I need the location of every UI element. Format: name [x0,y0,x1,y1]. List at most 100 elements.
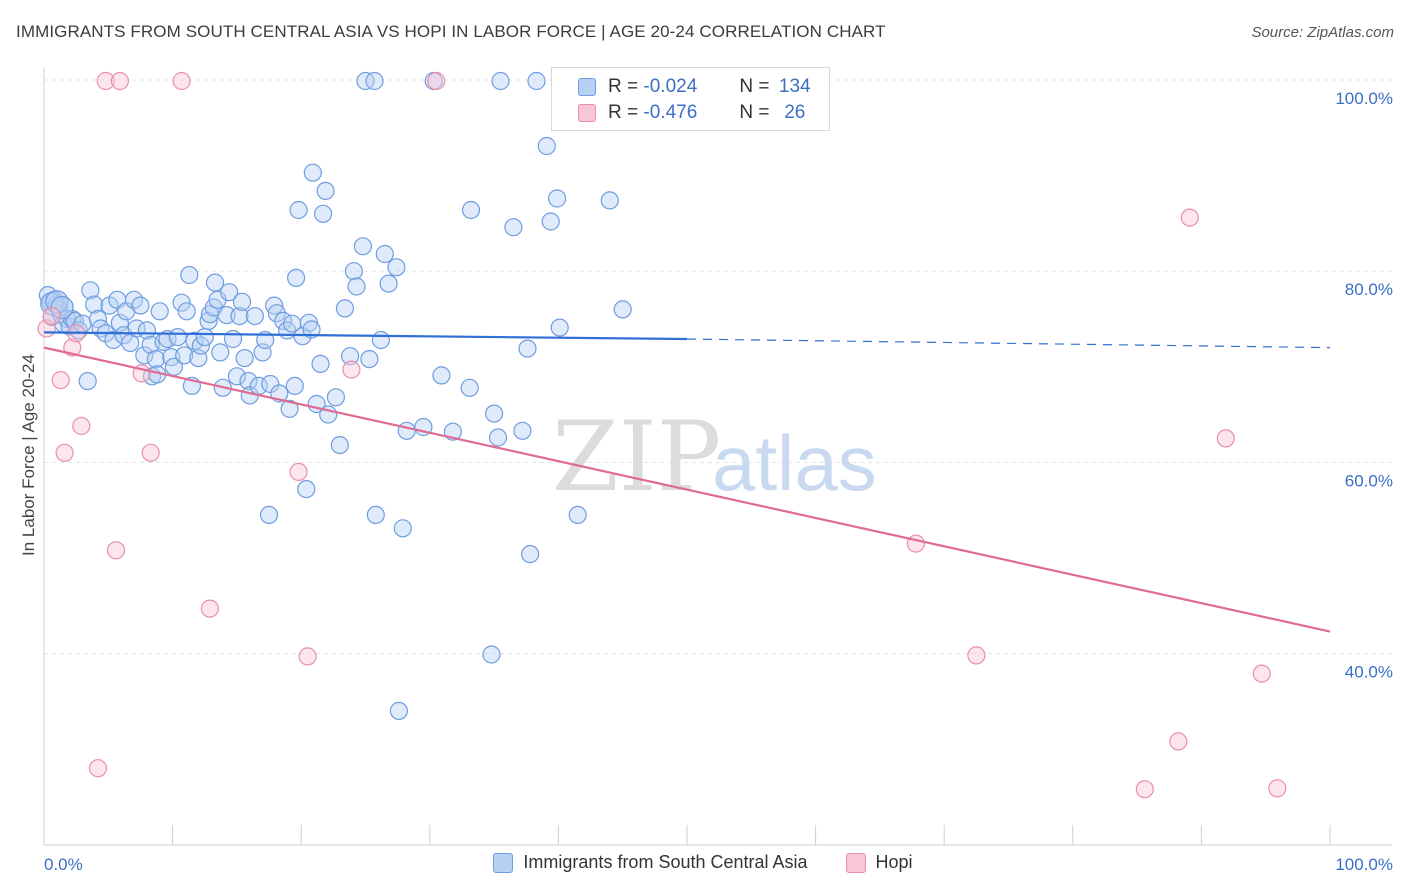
data-point [230,307,249,326]
data-point [316,181,335,200]
data-point [461,200,481,220]
chart-title: IMMIGRANTS FROM SOUTH CENTRAL ASIA VS HO… [16,22,886,41]
legend-swatch-pink [845,852,866,873]
data-point [285,376,304,395]
data-point [427,71,446,91]
y-axis-title: In Labor Force | Age 20-24 [19,354,38,556]
data-point [81,281,100,300]
r-label: R = [608,102,639,123]
data-point [387,258,406,277]
trend-line-south-central-asia [43,331,688,341]
watermark: ZIP atlas [552,401,877,513]
data-point [432,366,451,385]
data-point [520,544,540,564]
data-point [172,71,191,91]
r-value: -0.024 [643,76,698,97]
data-point [220,283,239,302]
data-point [235,349,254,368]
data-point [88,759,108,778]
data-point [280,399,299,418]
data-point [397,421,416,440]
data-point [232,292,252,311]
data-point [344,262,363,281]
data-point [172,293,191,312]
data-point [326,388,345,407]
data-point [1252,664,1271,683]
swatch-pink [578,104,596,122]
data-point [518,339,537,358]
data-point [259,505,279,525]
series-south-central-asia [38,71,632,721]
series-hopi [37,71,1287,799]
data-point [137,321,156,340]
legend-label: Hopi [875,852,913,872]
source-label: Source: ZipAtlas.com [1251,24,1394,41]
data-point [513,421,532,440]
legend-swatch-blue [493,852,514,873]
data-point [195,328,214,347]
data-point [488,428,508,447]
data-point [600,191,619,210]
y-tick-label: 80.0% [1345,280,1393,299]
y-tick-label: 100.0% [1335,89,1393,108]
x-tick-labels: 0.0% 100.0% [44,855,1393,874]
data-point [289,200,308,220]
data-point [314,204,333,223]
data-point [342,360,361,379]
data-point [1169,732,1188,751]
data-point [347,277,366,296]
data-point [211,343,230,362]
data-point [177,302,196,321]
data-point [239,372,258,391]
data-point [485,404,504,423]
data-point [217,306,236,325]
data-point [72,416,91,436]
data-point [227,367,246,386]
data-point [42,307,61,326]
data-point [568,505,587,525]
series-legend: Immigrants from South Central Asia Hopi [0,852,1406,873]
stats-legend: R = -0.024 N = 134 R = -0.476 N = 26 [551,67,830,131]
data-point [335,299,354,318]
data-point [55,443,74,462]
data-point [537,136,556,156]
trend-lines [43,331,1331,633]
stats-row-pink: R = -0.476 N = 26 [578,101,815,125]
data-point [365,71,384,91]
data-point [131,296,150,315]
data-point [303,163,322,182]
data-point [180,265,199,285]
data-point [330,436,349,455]
data-point [967,646,986,665]
data-point [1135,780,1154,799]
data-point [297,480,316,499]
data-point [302,320,321,339]
data-point [491,71,510,91]
watermark-zip: ZIP [552,401,721,513]
data-point [375,244,394,264]
legend-item-hopi[interactable]: Hopi [845,852,913,873]
stats-row-blue: R = -0.024 N = 134 [578,75,815,99]
trend-line-hopi [43,346,1331,633]
r-label: R = [608,76,639,97]
data-point [135,346,154,365]
data-point [289,462,308,481]
data-point [1216,429,1235,448]
data-point [541,212,560,231]
swatch-blue [578,78,596,96]
y-tick-label: 60.0% [1345,471,1393,490]
legend-label: Immigrants from South Central Asia [523,852,808,872]
x-tick-label: 100.0% [1335,855,1393,874]
data-point [353,237,372,256]
n-value: 26 [784,102,806,123]
data-point [146,350,165,369]
data-point [168,328,187,347]
data-point [245,307,264,326]
data-point [141,443,160,462]
data-point [550,318,569,337]
data-point [311,354,330,373]
data-point [1180,208,1199,227]
data-point [906,534,926,553]
legend-item-south-central-asia[interactable]: Immigrants from South Central Asia [493,852,808,873]
